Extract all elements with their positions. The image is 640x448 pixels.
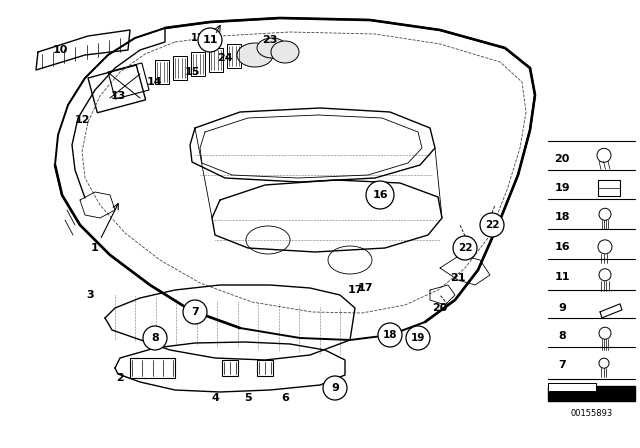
Text: 11: 11	[554, 272, 570, 282]
Text: 14: 14	[147, 77, 163, 87]
Text: 9: 9	[558, 303, 566, 313]
Text: 5: 5	[244, 393, 252, 403]
Text: 9: 9	[331, 383, 339, 393]
Circle shape	[378, 323, 402, 347]
Text: 22: 22	[484, 220, 499, 230]
Bar	[548, 386, 635, 401]
Bar	[598, 180, 620, 196]
Text: 12: 12	[74, 115, 90, 125]
Bar	[155, 60, 169, 84]
Ellipse shape	[257, 38, 287, 58]
Text: 22: 22	[458, 243, 472, 253]
Text: 20: 20	[432, 303, 448, 313]
Text: 24: 24	[217, 53, 233, 63]
Bar	[108, 63, 149, 99]
Circle shape	[198, 28, 222, 52]
Text: 23: 23	[262, 35, 278, 45]
Text: 8: 8	[558, 331, 566, 341]
Text: 19: 19	[411, 333, 425, 343]
Text: 20: 20	[554, 154, 570, 164]
Text: 18: 18	[383, 330, 397, 340]
Bar	[191, 52, 205, 76]
Ellipse shape	[271, 41, 299, 63]
Text: 16: 16	[554, 242, 570, 252]
Text: 8: 8	[151, 333, 159, 343]
Bar	[257, 360, 273, 376]
Circle shape	[366, 181, 394, 209]
Circle shape	[406, 326, 430, 350]
Bar	[88, 65, 146, 113]
Text: 19: 19	[554, 183, 570, 193]
Text: 7: 7	[558, 360, 566, 370]
Text: 11: 11	[202, 35, 218, 45]
Text: 3: 3	[86, 290, 94, 300]
Circle shape	[453, 236, 477, 260]
Text: 7: 7	[191, 307, 199, 317]
Text: 16: 16	[372, 190, 388, 200]
Text: 4: 4	[211, 393, 219, 403]
Circle shape	[183, 300, 207, 324]
Ellipse shape	[237, 43, 273, 67]
Bar	[130, 358, 175, 378]
Text: 21: 21	[451, 273, 466, 283]
Circle shape	[143, 326, 167, 350]
Text: 11: 11	[191, 33, 205, 43]
Text: 17: 17	[348, 285, 363, 295]
Circle shape	[480, 213, 504, 237]
Text: 00155893: 00155893	[570, 409, 612, 418]
Text: 10: 10	[52, 45, 68, 55]
Text: 1: 1	[91, 243, 99, 253]
Text: 18: 18	[554, 212, 570, 222]
Text: 15: 15	[184, 67, 200, 77]
Text: 17: 17	[357, 283, 372, 293]
Circle shape	[323, 376, 347, 400]
Bar	[222, 360, 238, 376]
Text: 6: 6	[281, 393, 289, 403]
Bar	[173, 56, 187, 80]
Text: 2: 2	[116, 373, 124, 383]
Text: 13: 13	[110, 91, 125, 101]
Bar	[548, 383, 596, 391]
Bar	[227, 44, 241, 68]
Bar	[209, 48, 223, 72]
